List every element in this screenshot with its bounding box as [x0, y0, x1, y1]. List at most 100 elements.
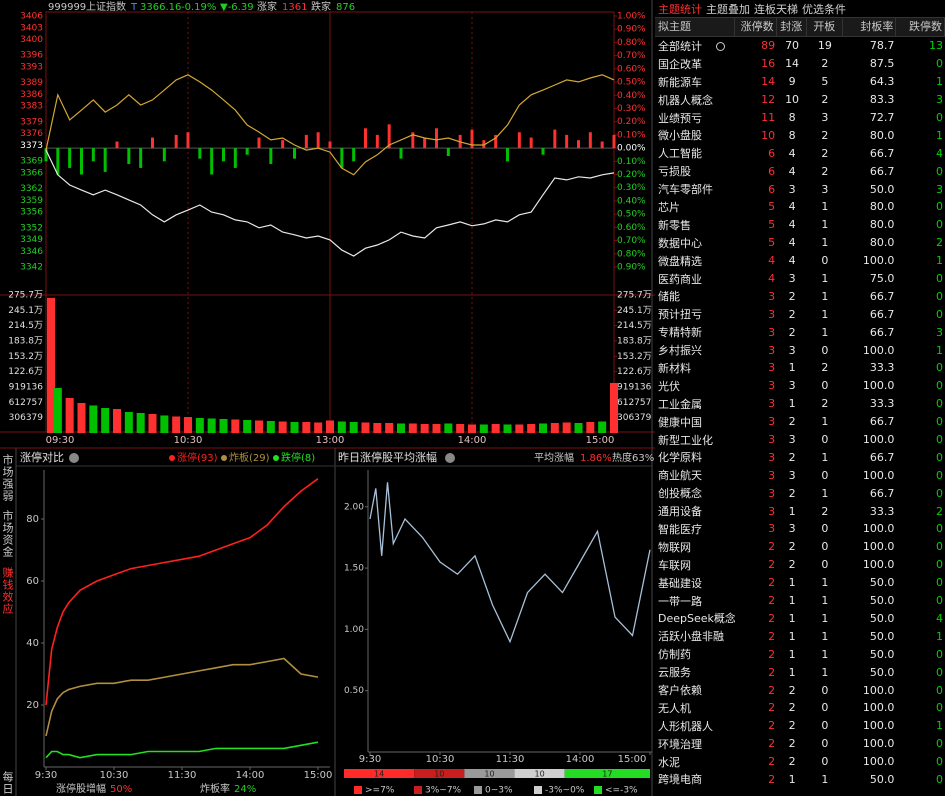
table-row[interactable]: 仿制药 2 1 1 50.0 0: [655, 645, 945, 663]
cell: 2: [821, 93, 829, 107]
y2-tick-label: 0.00%: [617, 144, 646, 154]
cell: 80.0: [869, 218, 895, 232]
volume-bar: [302, 421, 311, 433]
cell: 1: [821, 200, 829, 214]
table-row[interactable]: 健康中国 3 2 1 66.7 0: [655, 413, 945, 431]
column-header[interactable]: 封板率: [843, 18, 897, 36]
table-row[interactable]: 专精特新 3 2 1 66.7 3: [655, 323, 945, 341]
table-row[interactable]: 环境治理 2 2 0 100.0 0: [655, 735, 945, 753]
cell: 水泥: [658, 755, 680, 769]
table-row[interactable]: 机器人概念 12 10 2 83.3 3: [655, 91, 945, 109]
cell: 活跃小盘非融: [658, 630, 724, 644]
breadth-bar: [281, 140, 285, 149]
table-row[interactable]: 新型工业化 3 3 0 100.0 0: [655, 431, 945, 449]
table-row[interactable]: 物联网 2 2 0 100.0 0: [655, 538, 945, 556]
cell: 2: [768, 665, 776, 679]
cell: 66.7: [869, 450, 895, 464]
table-row[interactable]: 一带一路 2 1 1 50.0 0: [655, 592, 945, 610]
column-header[interactable]: 开板: [807, 18, 843, 36]
column-header[interactable]: 跌停数: [896, 18, 945, 36]
side-tab[interactable]: 市场资金: [1, 510, 14, 558]
cell: 64.3: [869, 75, 895, 89]
table-row[interactable]: 全部统计 89 70 19 78.7 13: [655, 37, 945, 55]
table-row[interactable]: 车联网 2 2 0 100.0 0: [655, 556, 945, 574]
table-row[interactable]: 客户依赖 2 2 0 100.0 0: [655, 681, 945, 699]
table-row[interactable]: 新材料 3 1 2 33.3 0: [655, 359, 945, 377]
table-row[interactable]: 化学原料 3 2 1 66.7 0: [655, 448, 945, 466]
table-row[interactable]: 汽车零部件 6 3 3 50.0 3: [655, 180, 945, 198]
cell: 8: [788, 111, 796, 124]
table-row[interactable]: 活跃小盘非融 2 1 1 50.0 1: [655, 627, 945, 645]
x-tick-label: 11:30: [496, 754, 525, 765]
table-row[interactable]: 微小盘股 10 8 2 80.0 1: [655, 126, 945, 144]
x-tick-label: 10:30: [100, 770, 129, 781]
cell: 0: [936, 701, 943, 715]
volume-bar: [349, 421, 358, 433]
table-row[interactable]: 商业航天 3 3 0 100.0 0: [655, 466, 945, 484]
cell: 100.0: [862, 522, 895, 536]
table-row[interactable]: 亏损股 6 4 2 66.7 0: [655, 162, 945, 180]
y2-tick-label: 0.10%: [617, 130, 646, 140]
table-row[interactable]: 工业金属 3 1 2 33.3 0: [655, 395, 945, 413]
column-header[interactable]: 封涨: [777, 18, 807, 36]
table-row[interactable]: 新零售 5 4 1 80.0 0: [655, 216, 945, 234]
x-tick-label: 14:00: [236, 770, 265, 781]
table-row[interactable]: 云服务 2 1 1 50.0 0: [655, 663, 945, 681]
change: ▼-6.39: [220, 2, 254, 13]
table-row[interactable]: DeepSeek概念 2 1 1 50.0 4: [655, 610, 945, 628]
table-row[interactable]: 储能 3 2 1 66.7 0: [655, 287, 945, 305]
breadth-bar: [517, 132, 521, 149]
t-flag: T: [130, 2, 138, 13]
table-row[interactable]: 乡村振兴 3 3 0 100.0 1: [655, 341, 945, 359]
table-row[interactable]: 人形机器人 2 2 0 100.0 1: [655, 717, 945, 735]
y2-tick-label: 0.40%: [617, 196, 646, 206]
cell: 3: [768, 361, 776, 375]
table-row[interactable]: 通用设备 3 1 2 33.3 2: [655, 502, 945, 520]
table-row[interactable]: 水泥 2 2 0 100.0 0: [655, 753, 945, 771]
y-tick-label: 3383: [20, 102, 43, 112]
table-row[interactable]: 基础建设 2 1 1 50.0 0: [655, 574, 945, 592]
table-row[interactable]: 业绩预亏 11 8 3 72.7 0: [655, 109, 945, 127]
table-row[interactable]: 光伏 3 3 0 100.0 0: [655, 377, 945, 395]
side-tab[interactable]: 市场强弱: [1, 454, 14, 502]
dist-value: 14: [374, 770, 384, 779]
table-row[interactable]: 智能医疗 3 3 0 100.0 0: [655, 520, 945, 538]
side-tab[interactable]: 赚钱效应: [1, 567, 14, 615]
tab[interactable]: 优选条件: [802, 2, 846, 16]
cell: 2: [788, 540, 796, 554]
table-row[interactable]: 微盘精选 4 4 0 100.0 1: [655, 252, 945, 270]
cell: 70: [785, 39, 800, 53]
volume-bar: [610, 382, 618, 433]
tab[interactable]: 主题叠加: [706, 2, 750, 16]
volume-bar: [586, 421, 595, 433]
volume-bar: [550, 422, 559, 433]
column-header[interactable]: 涨停数: [735, 18, 777, 36]
tab[interactable]: 主题统计: [658, 2, 702, 16]
legend-label: 跌停(8): [281, 451, 315, 464]
up-count: 1361: [282, 2, 307, 13]
side-tab[interactable]: 每日: [1, 771, 14, 795]
cell: 66.7: [869, 415, 895, 429]
table-row[interactable]: 人工智能 6 4 2 66.7 4: [655, 144, 945, 162]
table-row[interactable]: 新能源车 14 9 5 64.3 1: [655, 73, 945, 91]
cell: 3: [768, 468, 776, 482]
breadth-bar: [316, 132, 320, 149]
table-row[interactable]: 预计扭亏 3 2 1 66.7 0: [655, 305, 945, 323]
table-row[interactable]: 医药商业 4 3 1 75.0 0: [655, 270, 945, 288]
table-row[interactable]: 无人机 2 2 0 100.0 0: [655, 699, 945, 717]
x-tick-label: 14:00: [566, 754, 595, 765]
table-row[interactable]: 跨境电商 2 1 1 50.0 0: [655, 771, 945, 789]
table-row[interactable]: 数据中心 5 4 1 80.0 2: [655, 234, 945, 252]
table-row[interactable]: 创投概念 3 2 1 66.7 0: [655, 484, 945, 502]
cell: 1: [821, 629, 829, 643]
tab[interactable]: 连板天梯: [754, 2, 798, 16]
cell: 0: [936, 737, 943, 751]
cell: 0: [821, 254, 829, 268]
breadth-bar: [257, 137, 261, 149]
cell: 云服务: [658, 666, 691, 680]
column-header[interactable]: 拟主题: [655, 18, 735, 36]
table-row[interactable]: 国企改革 16 14 2 87.5 0: [655, 55, 945, 73]
cell: 0: [936, 450, 943, 464]
table-row[interactable]: 芯片 5 4 1 80.0 0: [655, 198, 945, 216]
cell: 2: [768, 755, 776, 769]
